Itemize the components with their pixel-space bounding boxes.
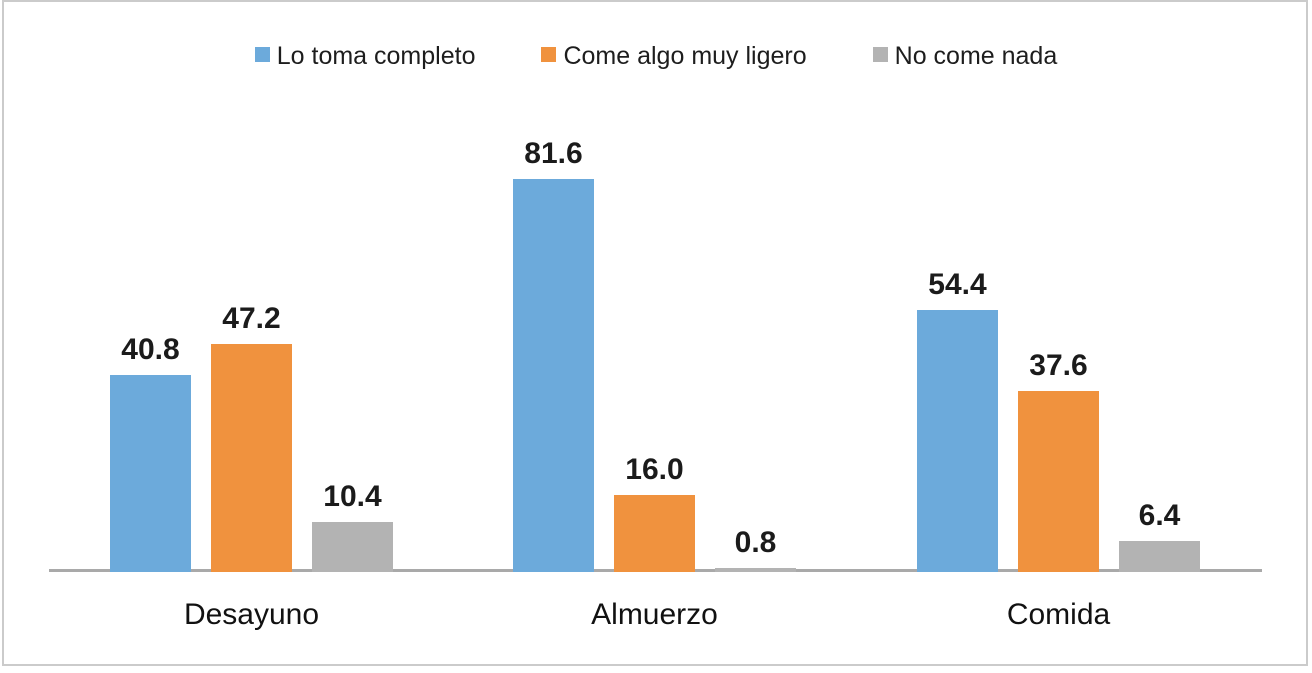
chart-legend: Lo toma completo Come algo muy ligero No c… [0, 42, 1312, 71]
bar-comida-lo-toma-completo [917, 310, 998, 572]
bar-cell-almuerzo-come-algo-muy-ligero: 16.0 [614, 453, 695, 572]
category-axis-labels: Desayuno Almuerzo Comida [49, 598, 1262, 638]
bar-group-desayuno: 40.8 47.2 10.4 [110, 302, 393, 572]
bar-comida-no-come-nada [1119, 541, 1200, 572]
bar-desayuno-come-algo-muy-ligero [211, 344, 292, 572]
value-label-almuerzo-no-come-nada: 0.8 [734, 526, 777, 559]
value-label-desayuno-lo-toma-completo: 40.8 [121, 333, 180, 366]
bar-group-almuerzo: 81.6 16.0 0.8 [513, 137, 796, 572]
bar-cell-almuerzo-no-come-nada: 0.8 [715, 526, 796, 572]
bar-comida-come-algo-muy-ligero [1018, 391, 1099, 572]
bar-cell-desayuno-no-come-nada: 10.4 [312, 480, 393, 572]
value-label-comida-no-come-nada: 6.4 [1138, 499, 1181, 532]
bar-almuerzo-come-algo-muy-ligero [614, 495, 695, 572]
category-label-desayuno: Desayuno [183, 598, 320, 631]
legend-label: No come nada [894, 42, 1058, 70]
value-label-comida-lo-toma-completo: 54.4 [928, 268, 987, 301]
legend-swatch-lo-toma-completo [254, 47, 270, 62]
category-label-almuerzo: Almuerzo [591, 598, 718, 631]
category-label-comida: Comida [1006, 598, 1111, 631]
value-label-almuerzo-lo-toma-completo: 81.6 [524, 137, 583, 170]
bar-cell-almuerzo-lo-toma-completo: 81.6 [513, 137, 594, 572]
bar-desayuno-no-come-nada [312, 522, 393, 572]
bar-cell-desayuno-come-algo-muy-ligero: 47.2 [211, 302, 292, 572]
legend-swatch-no-come-nada [872, 47, 888, 62]
bar-cell-comida-lo-toma-completo: 54.4 [917, 268, 998, 572]
legend-label: Come algo muy ligero [563, 42, 807, 70]
value-label-desayuno-no-come-nada: 10.4 [323, 480, 382, 513]
value-label-comida-come-algo-muy-ligero: 37.6 [1029, 349, 1088, 382]
bar-cell-comida-come-algo-muy-ligero: 37.6 [1018, 349, 1099, 572]
value-label-almuerzo-come-algo-muy-ligero: 16.0 [625, 453, 684, 486]
legend-item-come-algo-muy-ligero: Come algo muy ligero [541, 42, 807, 71]
bar-group-comida: 54.4 37.6 6.4 [917, 268, 1200, 572]
legend-label: Lo toma completo [276, 42, 476, 70]
value-label-desayuno-come-algo-muy-ligero: 47.2 [222, 302, 281, 335]
bar-almuerzo-lo-toma-completo [513, 179, 594, 572]
legend-item-lo-toma-completo: Lo toma completo [254, 42, 476, 71]
bar-desayuno-lo-toma-completo [110, 375, 191, 572]
bar-cell-comida-no-come-nada: 6.4 [1119, 499, 1200, 572]
legend-swatch-come-algo-muy-ligero [541, 47, 557, 62]
legend-item-no-come-nada: No come nada [872, 42, 1058, 71]
bar-cell-desayuno-lo-toma-completo: 40.8 [110, 333, 191, 572]
bar-almuerzo-no-come-nada [715, 568, 796, 572]
plot-area: 40.8 47.2 10.4 81.6 16.0 0.8 54.4 37.6 6.4 [49, 0, 1262, 573]
